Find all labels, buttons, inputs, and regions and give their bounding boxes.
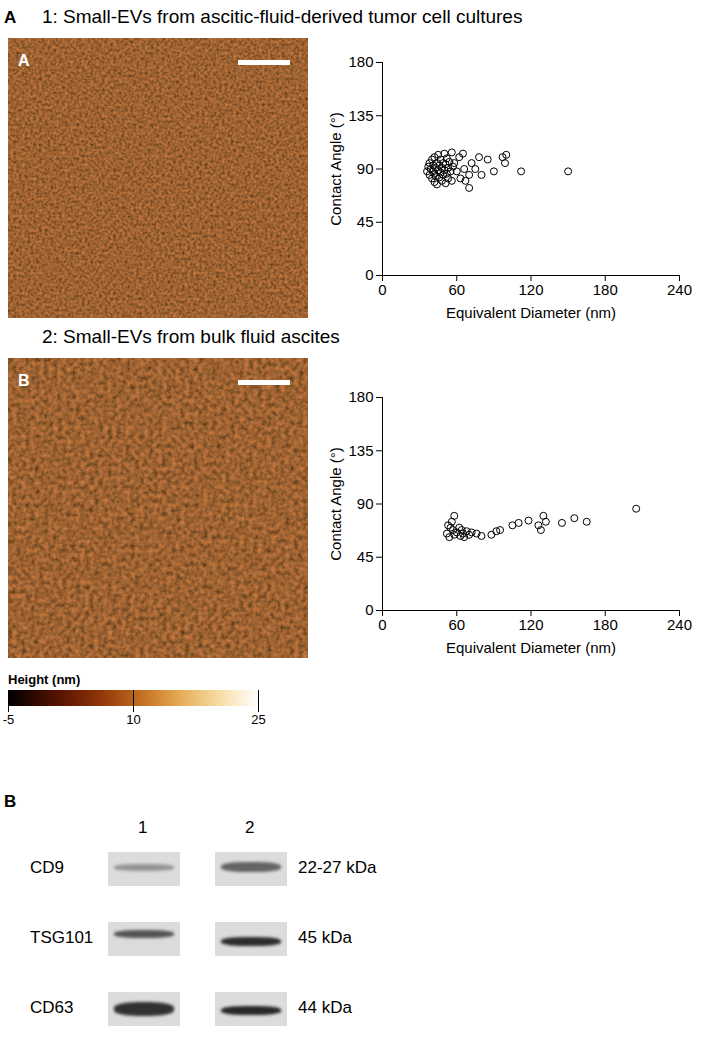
svg-text:10: 10	[126, 712, 140, 727]
html-text:44 kDa: 44 kDa	[298, 998, 352, 1017]
svg-text:45: 45	[357, 548, 374, 565]
svg-text:Height (nm): Height (nm)	[8, 672, 80, 687]
svg-text:Equivalent Diameter (nm): Equivalent Diameter (nm)	[446, 639, 616, 656]
html-text:45 kDa: 45 kDa	[298, 928, 352, 947]
svg-text:135: 135	[348, 107, 373, 124]
svg-text:180: 180	[348, 53, 373, 70]
svg-text:-5: -5	[3, 712, 15, 727]
svg-text:60: 60	[448, 616, 465, 633]
svg-text:Contact Angle (°): Contact Angle (°)	[327, 112, 344, 226]
html-text:1: Small-EVs from ascitic-flui: 1: Small-EVs from ascitic-fluid-derived …	[42, 6, 523, 27]
html-text:A: A	[4, 8, 17, 27]
svg-text:Contact Angle (°): Contact Angle (°)	[327, 447, 344, 561]
svg-text:120: 120	[518, 616, 543, 633]
html-text:2: Small-EVs from bulk fluid a: 2: Small-EVs from bulk fluid ascites	[42, 326, 340, 347]
svg-text:0: 0	[365, 601, 373, 618]
html-text:2: 2	[245, 818, 255, 837]
svg-text:0: 0	[365, 266, 373, 283]
svg-text:0: 0	[378, 281, 386, 298]
svg-text:25: 25	[251, 712, 265, 727]
svg-text:Equivalent Diameter (nm): Equivalent Diameter (nm)	[446, 304, 616, 321]
html-text:TSG101: TSG101	[30, 928, 94, 947]
svg-text:240: 240	[667, 281, 692, 298]
svg-text:90: 90	[357, 495, 374, 512]
svg-text:60: 60	[448, 281, 465, 298]
html-text:1: 1	[138, 818, 148, 837]
html-text:CD63: CD63	[30, 998, 74, 1017]
svg-text:B: B	[18, 372, 30, 389]
svg-text:45: 45	[357, 213, 374, 230]
svg-text:120: 120	[518, 281, 543, 298]
html-text:CD9: CD9	[30, 858, 64, 877]
svg-text:180: 180	[593, 281, 618, 298]
svg-text:A: A	[18, 52, 30, 69]
svg-text:180: 180	[593, 616, 618, 633]
svg-text:180: 180	[348, 388, 373, 405]
html-text:B: B	[4, 792, 17, 811]
svg-text:135: 135	[348, 442, 373, 459]
html-text:22-27 kDa: 22-27 kDa	[298, 858, 377, 877]
svg-text:0: 0	[378, 616, 386, 633]
svg-text:90: 90	[357, 160, 374, 177]
svg-text:240: 240	[667, 616, 692, 633]
